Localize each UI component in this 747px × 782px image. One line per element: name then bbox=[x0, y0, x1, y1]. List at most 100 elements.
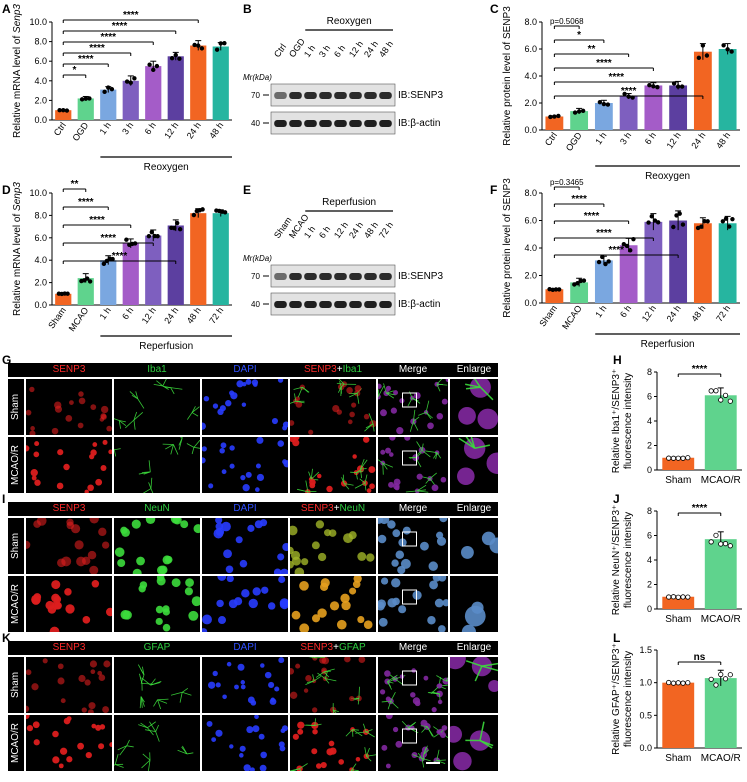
data-point bbox=[722, 541, 729, 547]
cell-process bbox=[148, 482, 152, 489]
cell-body bbox=[219, 448, 225, 454]
micrograph-tile bbox=[26, 657, 112, 713]
data-point bbox=[603, 261, 608, 267]
data-point bbox=[57, 108, 62, 113]
category-label: 1 h bbox=[593, 130, 608, 146]
cell-process bbox=[458, 437, 476, 449]
data-point bbox=[556, 113, 561, 119]
cell-body bbox=[379, 518, 390, 525]
cell-process bbox=[308, 471, 312, 480]
y-tick-label: 0 bbox=[647, 465, 652, 475]
cell-body bbox=[228, 599, 238, 609]
enlarge-box bbox=[402, 670, 417, 686]
cell-body bbox=[31, 683, 39, 691]
category-label: 72 h bbox=[207, 305, 225, 325]
cell-process bbox=[421, 443, 424, 451]
enlarge-box bbox=[402, 450, 417, 466]
cell-body bbox=[471, 601, 484, 614]
mw-label-70: 70 bbox=[251, 272, 260, 281]
bar bbox=[669, 220, 688, 303]
group-label: Reperfusion bbox=[322, 197, 376, 208]
cell-body bbox=[252, 725, 260, 733]
category-label: Sham bbox=[665, 475, 691, 486]
cell-process bbox=[355, 472, 358, 480]
cell-body bbox=[290, 560, 294, 569]
data-point bbox=[606, 259, 611, 264]
lane-label: 6 h bbox=[332, 43, 347, 59]
cell-body bbox=[206, 720, 213, 727]
significance-label: **** bbox=[78, 197, 94, 208]
cell-process bbox=[332, 709, 335, 713]
cell-process bbox=[302, 386, 310, 393]
micrograph-tile bbox=[450, 576, 498, 632]
cell-body bbox=[85, 751, 92, 759]
significance-label: **** bbox=[584, 211, 600, 222]
cell-body bbox=[394, 485, 400, 491]
cell-body bbox=[82, 616, 91, 624]
cell-process bbox=[481, 665, 498, 672]
cell-process bbox=[131, 394, 138, 400]
cell-body bbox=[414, 700, 421, 707]
cell-process bbox=[425, 412, 432, 420]
cell-body bbox=[278, 741, 285, 748]
cell-process bbox=[428, 692, 440, 695]
y-tick-label: 10.0 bbox=[29, 17, 47, 27]
row-label: Sham bbox=[8, 657, 24, 713]
cell-body bbox=[42, 658, 48, 664]
cell-body bbox=[215, 682, 221, 688]
cell-process bbox=[153, 699, 158, 707]
cell-body bbox=[131, 519, 141, 529]
cell-body bbox=[171, 578, 181, 588]
cell-body bbox=[290, 525, 298, 536]
microscopy-panel-k: SENP3 GFAP DAPI SENP3+GFAP Merge Enlarge Sham M… bbox=[8, 641, 608, 776]
cell-body bbox=[127, 691, 132, 696]
blot-strip bbox=[270, 83, 396, 107]
cell-process bbox=[426, 726, 434, 737]
data-point bbox=[679, 84, 685, 89]
cell-body bbox=[423, 675, 429, 681]
cell-process bbox=[333, 709, 339, 713]
blot-band bbox=[274, 301, 287, 308]
cell-body bbox=[303, 688, 309, 693]
channel-label: Enlarge bbox=[456, 503, 492, 514]
cell-body bbox=[431, 707, 437, 713]
cell-body bbox=[354, 385, 362, 392]
cell-process bbox=[360, 459, 368, 470]
cell-body bbox=[170, 659, 177, 666]
cell-body bbox=[239, 753, 244, 758]
cell-process bbox=[365, 729, 373, 733]
cell-body bbox=[378, 534, 387, 544]
significance-label: **** bbox=[100, 233, 116, 244]
micrograph-tile bbox=[290, 437, 376, 493]
cell-body bbox=[450, 657, 466, 670]
cell-body bbox=[127, 442, 131, 446]
cell-body bbox=[157, 565, 167, 574]
cell-body bbox=[222, 694, 227, 700]
category-label: 3 h bbox=[120, 120, 135, 136]
data-point bbox=[87, 96, 92, 101]
category-label: Sham bbox=[46, 305, 68, 330]
cell-body bbox=[33, 451, 40, 458]
cell-process bbox=[137, 398, 145, 409]
cell-process bbox=[191, 406, 196, 413]
cell-process bbox=[425, 450, 438, 454]
micrograph-tile bbox=[378, 715, 448, 771]
chart-d: 0.0 2.0 4.0 6.0 8.0 10.0 Relative mRNA level o… bbox=[12, 179, 232, 352]
cell-body bbox=[427, 615, 436, 625]
cell-body bbox=[174, 424, 178, 428]
panel-label-h: H bbox=[613, 353, 622, 367]
category-label: 24 h bbox=[185, 120, 203, 140]
y-tick-label: 2 bbox=[647, 441, 652, 451]
data-point bbox=[597, 99, 603, 105]
y-axis-label: Relative mRNA level of Senp3 bbox=[12, 182, 23, 316]
cell-process bbox=[474, 665, 483, 682]
group-label: Reoxygen bbox=[645, 171, 690, 182]
micrograph-tile bbox=[450, 657, 498, 713]
cell-body bbox=[290, 550, 301, 560]
cell-body bbox=[432, 576, 441, 582]
cell-body bbox=[121, 528, 130, 537]
data-point bbox=[128, 80, 133, 85]
cell-process bbox=[479, 721, 485, 741]
cell-body bbox=[434, 598, 444, 608]
